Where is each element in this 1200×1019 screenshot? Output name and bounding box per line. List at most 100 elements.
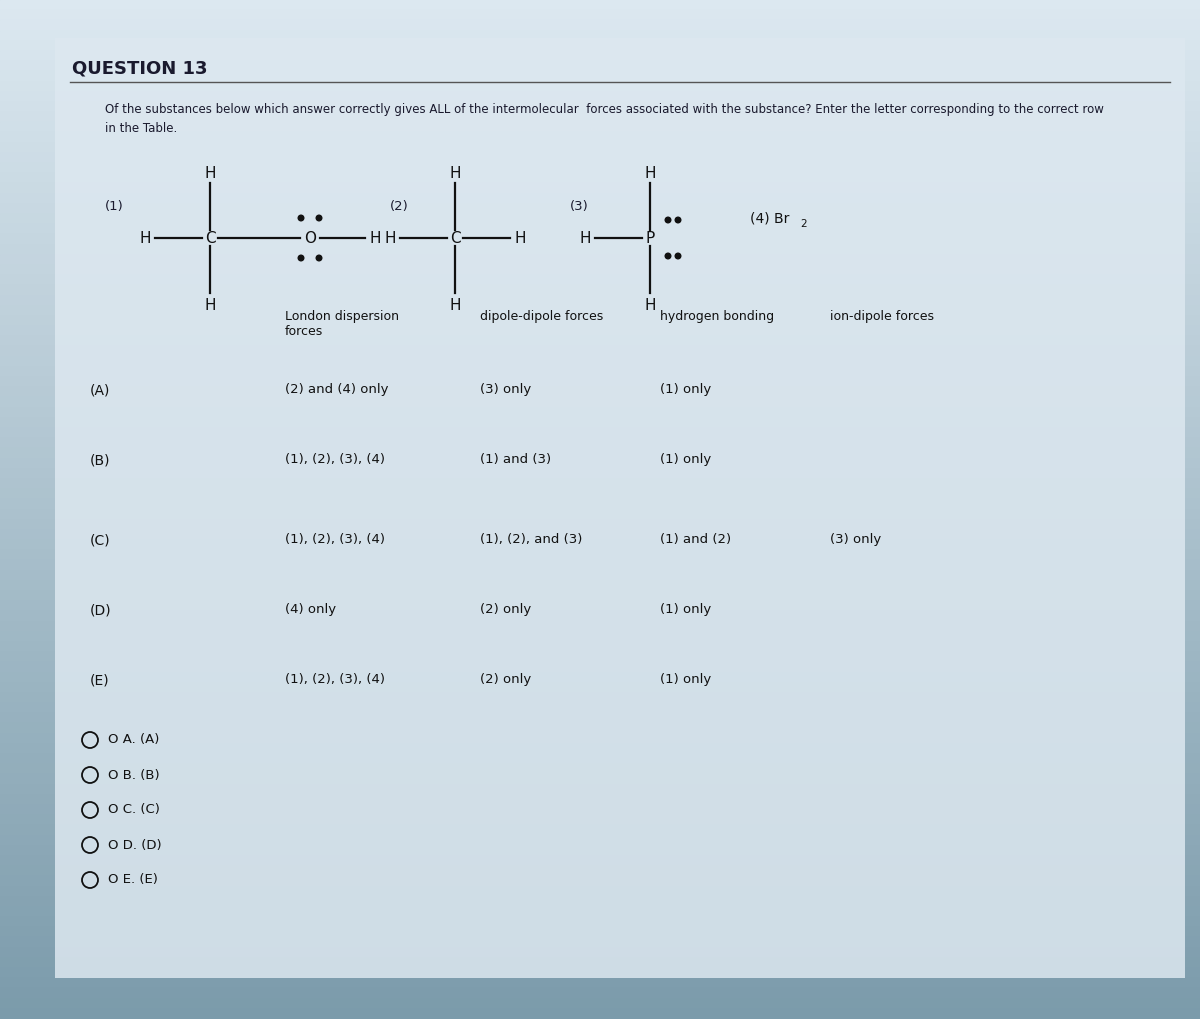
Text: (1) only: (1) only [660, 603, 712, 616]
Text: (3) only: (3) only [480, 383, 532, 396]
Bar [0, 51, 1200, 61]
Bar [0, 846, 1200, 856]
Bar [0, 346, 1200, 357]
Bar [0, 255, 1200, 265]
Bar [0, 20, 1200, 31]
Bar [0, 754, 1200, 764]
Bar [0, 357, 1200, 367]
Bar [0, 479, 1200, 489]
Bar [0, 805, 1200, 815]
Bar [0, 132, 1200, 143]
Text: O D. (D): O D. (D) [108, 839, 162, 852]
Bar [0, 1009, 1200, 1019]
Bar [0, 408, 1200, 418]
Text: O A. (A): O A. (A) [108, 734, 160, 747]
Bar [0, 489, 1200, 499]
Bar [0, 438, 1200, 448]
Bar [0, 428, 1200, 438]
Bar [0, 652, 1200, 662]
Text: (2): (2) [390, 200, 409, 213]
Text: (1) and (2): (1) and (2) [660, 534, 731, 546]
Text: (A): (A) [90, 383, 110, 397]
Bar [0, 397, 1200, 408]
Bar [0, 530, 1200, 540]
Bar [0, 285, 1200, 296]
Text: O C. (C): O C. (C) [108, 804, 160, 816]
Bar [0, 581, 1200, 591]
Text: H: H [644, 299, 655, 314]
Text: (3) only: (3) only [830, 534, 881, 546]
Text: O B. (B): O B. (B) [108, 768, 160, 782]
Bar [0, 245, 1200, 255]
Bar [0, 306, 1200, 316]
Text: London dispersion
forces: London dispersion forces [286, 310, 398, 338]
Bar [0, 550, 1200, 560]
Bar [0, 968, 1200, 978]
Bar [0, 10, 1200, 20]
Text: H: H [449, 165, 461, 180]
Circle shape [298, 255, 304, 261]
Bar [0, 764, 1200, 774]
Text: in the Table.: in the Table. [106, 122, 178, 135]
Text: Of the substances below which answer correctly gives ALL of the intermolecular  : Of the substances below which answer cor… [106, 103, 1104, 116]
Text: (1), (2), (3), (4): (1), (2), (3), (4) [286, 674, 385, 687]
Text: H: H [139, 230, 151, 246]
Circle shape [665, 217, 671, 223]
Bar [0, 917, 1200, 927]
Text: H: H [449, 299, 461, 314]
Bar [0, 265, 1200, 275]
Text: hydrogen bonding: hydrogen bonding [660, 310, 774, 323]
Text: H: H [580, 230, 590, 246]
Bar [0, 713, 1200, 723]
Bar [0, 611, 1200, 622]
Text: (E): (E) [90, 673, 109, 687]
Bar [0, 632, 1200, 642]
Text: 2: 2 [800, 219, 806, 229]
Bar [0, 448, 1200, 459]
Bar [0, 836, 1200, 846]
Circle shape [317, 255, 322, 261]
Bar [0, 163, 1200, 173]
Bar [0, 224, 1200, 234]
Bar [0, 234, 1200, 245]
Bar [0, 214, 1200, 224]
Text: H: H [515, 230, 526, 246]
Circle shape [676, 217, 680, 223]
Bar [0, 907, 1200, 917]
Bar [0, 958, 1200, 968]
Bar [0, 785, 1200, 795]
Text: (1): (1) [106, 200, 124, 213]
Text: QUESTION 13: QUESTION 13 [72, 59, 208, 77]
Bar [0, 622, 1200, 632]
Bar [0, 153, 1200, 163]
Bar [0, 499, 1200, 510]
Bar [0, 876, 1200, 887]
Bar [0, 642, 1200, 652]
Circle shape [665, 253, 671, 259]
Text: (2) only: (2) only [480, 674, 532, 687]
Text: (C): (C) [90, 533, 110, 547]
Text: H: H [204, 165, 216, 180]
Text: (1), (2), and (3): (1), (2), and (3) [480, 534, 582, 546]
Text: H: H [204, 299, 216, 314]
Text: (1) only: (1) only [660, 383, 712, 396]
Bar [0, 71, 1200, 82]
Bar [0, 571, 1200, 581]
Bar [0, 734, 1200, 744]
Circle shape [298, 215, 304, 221]
Bar [0, 336, 1200, 346]
Bar [0, 367, 1200, 377]
Text: H: H [370, 230, 380, 246]
Bar [0, 469, 1200, 479]
Bar [0, 591, 1200, 601]
Text: (D): (D) [90, 603, 112, 616]
Bar [0, 601, 1200, 611]
Bar [0, 0, 1200, 10]
Circle shape [317, 215, 322, 221]
Bar [0, 173, 1200, 183]
Bar [0, 723, 1200, 734]
Bar [0, 999, 1200, 1009]
Bar [0, 122, 1200, 132]
Bar [0, 41, 1200, 51]
Bar [0, 102, 1200, 112]
